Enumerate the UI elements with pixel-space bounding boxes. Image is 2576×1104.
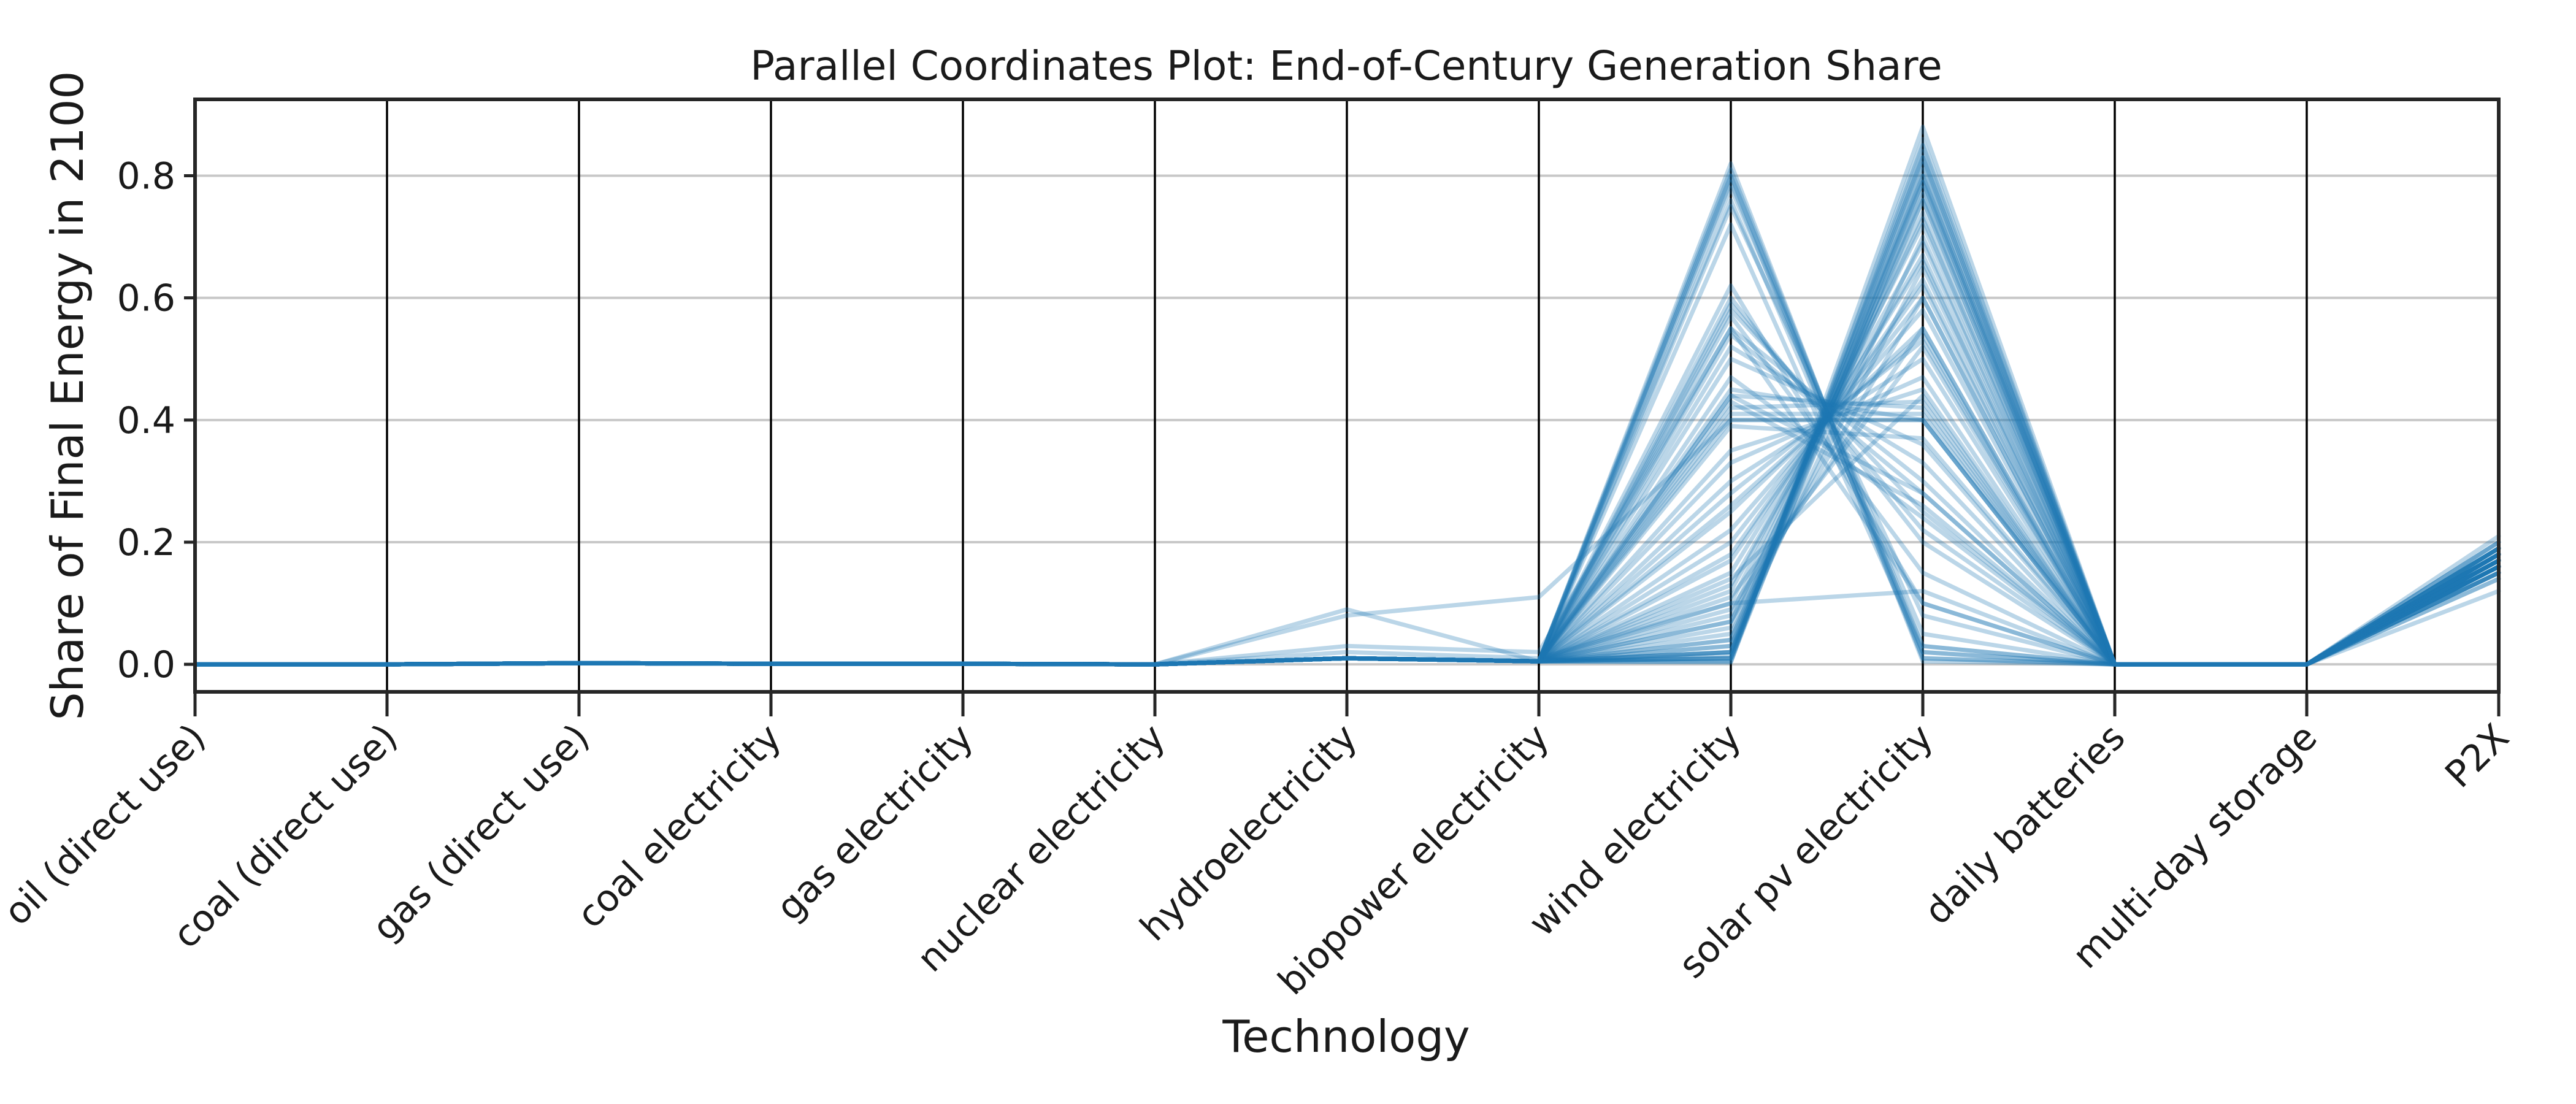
series-line [193,418,2501,667]
x-axis-label: Technology [1222,1011,1470,1062]
series-line [193,375,2501,667]
series-lines [193,125,2501,667]
series-line [193,210,2501,667]
series-line [193,399,2501,667]
series-line [193,137,2501,667]
series-line [193,174,2501,667]
series-line [193,424,2501,667]
series-line [193,259,2501,667]
series-line [193,125,2501,667]
series-line [193,393,2501,667]
series-line [193,344,2501,667]
series-line [193,174,2501,667]
series-line [193,197,2501,667]
series-line [193,326,2501,667]
chart-title: Parallel Coordinates Plot: End-of-Centur… [750,42,1942,90]
series-line [193,222,2501,667]
series-line [193,185,2501,667]
series-line [193,197,2501,667]
series-line [193,302,2501,667]
series-line [193,174,2501,667]
series-line [193,179,2501,667]
series-line [193,143,2501,667]
series-line [193,375,2501,667]
series-line [193,326,2501,667]
series-line [193,216,2501,667]
series-line [193,393,2501,667]
series-line [193,179,2501,667]
series-line [193,356,2501,667]
series-line [193,332,2501,667]
y-tick-label: 0.4 [117,399,175,442]
series-line [193,155,2501,667]
series-line [193,344,2501,667]
series-line [193,234,2501,667]
series-line [193,161,2501,667]
series-line [193,185,2501,667]
series-line [193,277,2501,667]
series-line [193,197,2501,667]
series-line [193,179,2501,667]
series-line [193,326,2501,667]
series-line [193,326,2501,667]
series-line [193,308,2501,667]
series-line [193,399,2501,667]
series-line [193,167,2501,667]
series-line [193,191,2501,667]
series-line [193,161,2501,667]
series-line [193,149,2501,667]
series-line [193,167,2501,667]
series-line [193,314,2501,667]
series-line [193,222,2501,667]
y-tick-label: 0.8 [117,155,175,197]
series-line [193,308,2501,667]
series-line [193,393,2501,667]
series-line [193,283,2501,667]
series-line [193,332,2501,667]
series-line [193,296,2501,667]
series-line [193,283,2501,667]
series-line [193,204,2501,667]
y-tick-label: 0.6 [117,277,175,320]
y-axis-label: Share of Final Energy in 2100 [42,71,93,720]
vertical-axes [386,99,2308,692]
series-line [193,296,2501,667]
series-line [193,155,2501,667]
series-line [193,356,2501,667]
series-line [193,253,2501,667]
series-line [193,387,2501,667]
series-line [193,174,2501,667]
series-line [193,564,2501,667]
series-line [193,296,2501,667]
y-tick-label: 0.0 [117,643,175,686]
y-tick-label: 0.2 [117,521,175,564]
series-line [193,240,2501,667]
series-line [193,265,2501,667]
series-line [193,412,2501,667]
series-line [193,338,2501,667]
series-line [193,387,2501,667]
series-line [193,418,2501,667]
